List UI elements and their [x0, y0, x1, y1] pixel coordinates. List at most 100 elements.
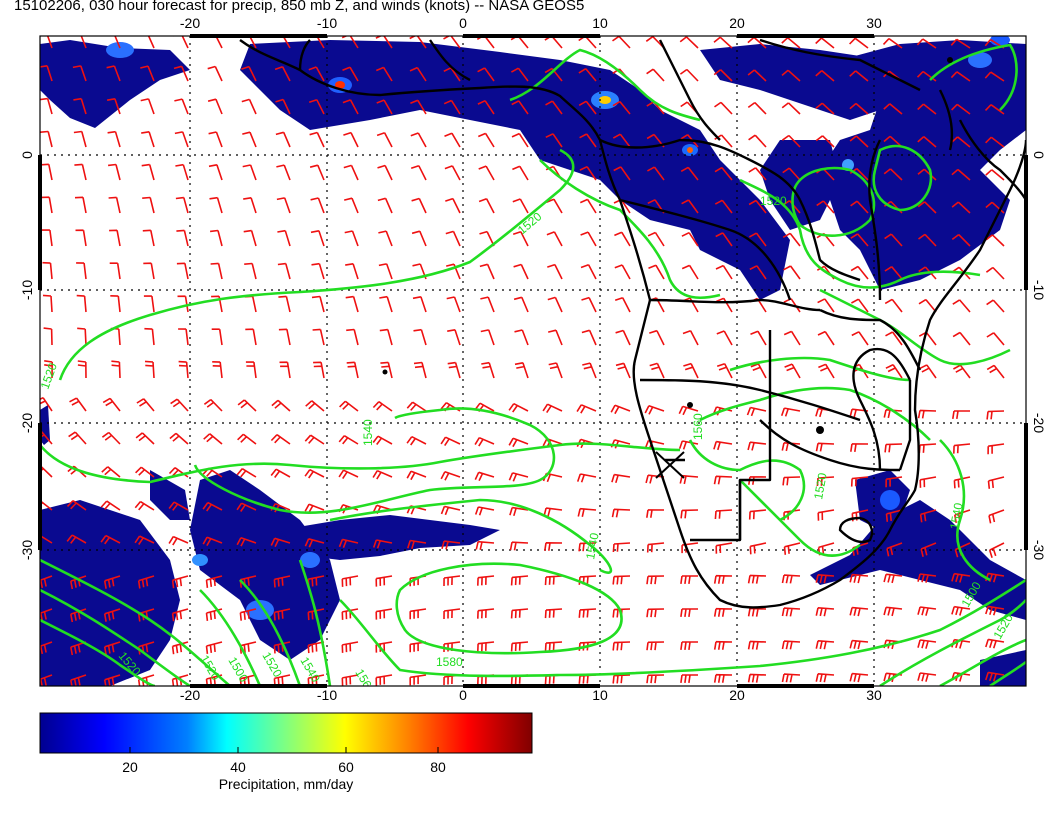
wind-barb — [920, 542, 937, 557]
wind-barb — [508, 402, 529, 413]
wind-barb — [480, 329, 495, 346]
wind-barb — [611, 508, 631, 518]
wind-barb — [917, 103, 937, 115]
wind-barb — [341, 575, 359, 587]
wind-barb — [443, 67, 461, 82]
wind-barb — [377, 164, 393, 181]
wind-barb — [715, 542, 733, 554]
wind-barb — [545, 133, 563, 148]
wind-barb — [849, 70, 869, 82]
wind-barb — [410, 164, 427, 181]
wind-barb — [406, 435, 427, 446]
wind-barb — [714, 199, 733, 214]
wind-barb — [984, 104, 1005, 115]
wind-barb — [171, 575, 189, 589]
map-border-segments — [38, 34, 1028, 688]
wind-barb — [885, 331, 903, 346]
wind-barb — [985, 638, 1005, 649]
page-title: 15102206, 030 hour forecast for precip, … — [14, 0, 585, 14]
wind-barb — [242, 164, 257, 181]
wind-barb — [210, 262, 223, 280]
wind-barb — [612, 542, 631, 553]
wind-barb — [342, 66, 359, 82]
wind-barb — [109, 229, 121, 247]
wind-barb — [748, 199, 767, 214]
wind-barb — [345, 263, 359, 280]
wind-barb — [208, 164, 223, 181]
wind-barb — [168, 467, 189, 478]
wind-barb — [375, 674, 393, 686]
wind-barb — [748, 509, 767, 520]
wind-barb — [816, 476, 835, 487]
wind-barb — [304, 538, 325, 548]
wind-barb — [510, 608, 529, 619]
lon-tick-label: 10 — [592, 687, 608, 700]
wind-barb — [612, 641, 631, 651]
wind-barb — [781, 102, 801, 115]
wind-barb — [679, 68, 699, 82]
wind-barb — [43, 327, 53, 346]
wind-barb — [680, 575, 698, 585]
wind-barb — [919, 364, 937, 379]
wind-barb — [849, 639, 869, 650]
wind-barb — [714, 101, 733, 115]
wind-barb — [715, 264, 733, 280]
wind-barb — [411, 230, 427, 247]
wind-barb — [475, 540, 495, 550]
wind-barb — [678, 405, 699, 416]
wind-barb — [208, 131, 223, 148]
wind-barb — [409, 36, 427, 49]
wind-barb — [243, 197, 257, 214]
wind-barb — [312, 328, 325, 346]
wind-barb — [511, 67, 529, 82]
wind-barb — [544, 575, 563, 586]
wind-barb — [818, 363, 835, 379]
wind-barb — [342, 99, 359, 115]
lon-axis-bottom: -20 -10 0 10 20 30 — [180, 687, 882, 703]
wind-barb — [987, 476, 1005, 489]
wind-barb — [987, 443, 1005, 455]
wind-barb — [815, 135, 835, 148]
wind-barb — [850, 476, 869, 487]
wind-barb — [988, 509, 1005, 524]
wind-barb — [544, 641, 563, 652]
wind-barb — [406, 470, 427, 481]
wind-barb — [985, 201, 1005, 214]
wind-barb — [73, 130, 87, 148]
wind-barb — [883, 606, 903, 617]
wind-barb — [614, 264, 631, 280]
wind-barb — [409, 66, 427, 82]
wind-barb — [310, 230, 325, 247]
wind-barb — [140, 98, 155, 115]
wind-barb — [544, 608, 563, 619]
wind-barb — [211, 328, 223, 346]
wind-barb — [375, 66, 393, 82]
wind-barb — [917, 639, 937, 649]
wind-barb — [644, 405, 665, 415]
wind-barb — [612, 133, 631, 148]
wind-barb — [747, 441, 767, 451]
wind-barb — [205, 575, 223, 588]
wind-barb — [713, 574, 733, 584]
wind-barb — [512, 230, 529, 247]
wind-barb — [885, 476, 903, 488]
wind-barb — [344, 230, 359, 247]
precipitation-colorbar: 20 40 60 80 — [39, 712, 533, 775]
wind-barb — [444, 165, 461, 181]
wind-barb — [74, 196, 87, 214]
wind-barb — [747, 607, 767, 617]
wind-barb — [647, 231, 665, 247]
wind-barb — [103, 641, 121, 655]
height-contours — [40, 43, 1026, 686]
lon-tick-label: 20 — [729, 15, 745, 31]
wind-barb — [40, 163, 53, 181]
wind-barb — [375, 575, 393, 587]
wind-barb — [950, 38, 971, 49]
wind-barb — [305, 400, 325, 412]
wind-barb — [443, 575, 461, 587]
wind-barb — [713, 673, 733, 683]
lon-tick-label: 30 — [866, 687, 882, 700]
wind-barb — [782, 476, 801, 486]
wind-barb — [579, 165, 597, 181]
wind-barbs — [40, 36, 1005, 686]
